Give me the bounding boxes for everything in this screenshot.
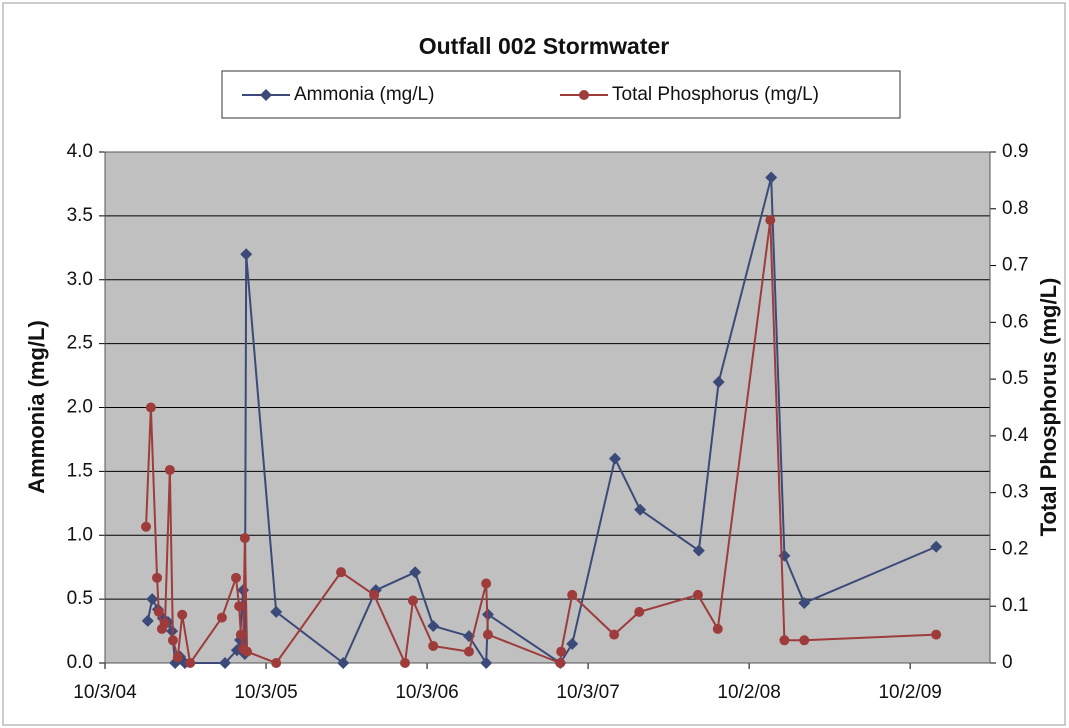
y-tick-label: 2.5 bbox=[67, 333, 93, 354]
data-point bbox=[779, 635, 790, 646]
data-point bbox=[271, 658, 282, 668]
data-point bbox=[609, 452, 621, 465]
data-point bbox=[556, 646, 567, 657]
data-point bbox=[634, 503, 647, 516]
data-point bbox=[634, 606, 645, 617]
y-tick-label: 1.0 bbox=[67, 524, 93, 545]
data-point bbox=[242, 646, 253, 657]
data-point bbox=[566, 637, 579, 650]
data-point bbox=[141, 521, 152, 532]
y-tick-label: 4.0 bbox=[67, 141, 93, 162]
data-point bbox=[930, 540, 943, 553]
data-point bbox=[369, 589, 380, 600]
y-tick-label: 2.0 bbox=[67, 397, 93, 418]
y2-tick-label: 0.6 bbox=[1002, 311, 1028, 332]
data-point bbox=[400, 658, 410, 668]
data-point bbox=[407, 595, 418, 606]
data-point bbox=[428, 640, 439, 651]
data-point bbox=[177, 609, 188, 620]
data-point bbox=[152, 572, 163, 583]
y2-tick-label: 0.1 bbox=[1002, 595, 1028, 616]
legend-marker bbox=[260, 89, 272, 101]
data-point bbox=[235, 629, 246, 640]
data-point bbox=[234, 601, 245, 612]
data-point bbox=[482, 629, 493, 640]
data-point bbox=[765, 215, 776, 226]
data-point bbox=[153, 606, 164, 617]
data-point bbox=[231, 572, 242, 583]
y2-tick-label: 0.5 bbox=[1002, 368, 1028, 389]
data-point bbox=[141, 614, 154, 627]
y-tick-label: 0.0 bbox=[67, 652, 93, 673]
data-point bbox=[216, 612, 227, 623]
y2-tick-label: 0.3 bbox=[1002, 482, 1028, 503]
data-point bbox=[164, 464, 175, 475]
x-tick-label: 10/3/06 bbox=[395, 682, 458, 703]
y2-tick-label: 0.9 bbox=[1002, 141, 1028, 162]
data-point bbox=[931, 629, 942, 640]
series-line bbox=[145, 220, 937, 667]
data-point bbox=[463, 646, 474, 657]
data-point bbox=[219, 657, 231, 669]
y2-axis-title: Total Phosphorus (mg/L) bbox=[1036, 278, 1061, 537]
y2-tick-label: 0.2 bbox=[1002, 538, 1028, 559]
legend-label: Ammonia (mg/L) bbox=[294, 84, 434, 105]
x-tick-label: 10/2/08 bbox=[717, 682, 780, 703]
data-point bbox=[240, 248, 253, 261]
y-tick-label: 3.0 bbox=[67, 269, 93, 290]
chart-title: Outfall 002 Stormwater bbox=[419, 33, 670, 59]
data-point bbox=[609, 629, 620, 640]
legend-label: Total Phosphorus (mg/L) bbox=[612, 84, 819, 105]
data-point bbox=[692, 544, 705, 557]
data-point bbox=[167, 635, 178, 646]
data-point bbox=[765, 171, 778, 184]
data-point bbox=[799, 635, 810, 646]
data-point bbox=[160, 618, 170, 629]
data-point bbox=[336, 567, 347, 578]
plot-border bbox=[104, 151, 991, 664]
y-tick-label: 0.5 bbox=[67, 588, 93, 609]
data-point bbox=[567, 589, 578, 600]
y2-tick-label: 0.7 bbox=[1002, 255, 1028, 276]
x-tick-label: 10/3/05 bbox=[234, 682, 297, 703]
data-point bbox=[145, 402, 156, 413]
data-point bbox=[481, 578, 492, 589]
y-tick-label: 3.5 bbox=[67, 205, 93, 226]
data-point bbox=[146, 593, 159, 606]
y2-tick-label: 0 bbox=[1002, 652, 1013, 673]
x-tick-label: 10/3/07 bbox=[556, 682, 619, 703]
data-point bbox=[798, 596, 811, 609]
y2-tick-label: 0.4 bbox=[1002, 425, 1029, 446]
data-point bbox=[172, 652, 183, 663]
data-point bbox=[270, 605, 283, 618]
x-tick-label: 10/2/09 bbox=[878, 682, 941, 703]
data-point bbox=[480, 657, 493, 669]
data-point bbox=[427, 619, 440, 632]
data-point bbox=[555, 658, 566, 668]
data-point bbox=[409, 566, 422, 579]
x-tick-label: 10/3/04 bbox=[73, 682, 137, 703]
data-point bbox=[692, 589, 703, 600]
data-point bbox=[712, 623, 723, 634]
data-point bbox=[712, 375, 725, 388]
y-tick-label: 1.5 bbox=[67, 460, 93, 481]
y-axis-title: Ammonia (mg/L) bbox=[24, 320, 49, 494]
data-point bbox=[239, 533, 250, 544]
data-point bbox=[337, 657, 350, 669]
y2-tick-label: 0.8 bbox=[1002, 198, 1028, 219]
legend-marker bbox=[579, 90, 589, 100]
data-point bbox=[185, 658, 196, 668]
